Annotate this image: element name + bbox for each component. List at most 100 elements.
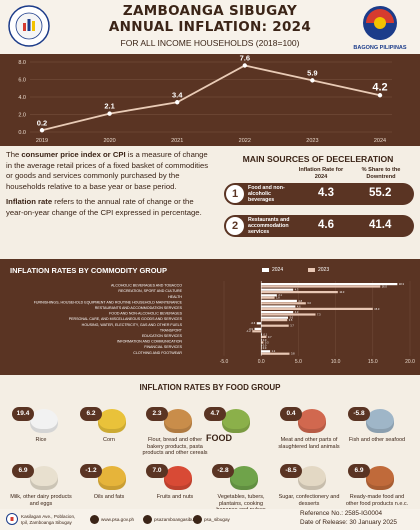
data-point (310, 78, 315, 83)
food-group-item: 7.0 Fruits and nuts (142, 462, 208, 514)
y-tick-label: 4.0 (18, 95, 26, 101)
category-label: HOUSING, WATER, ELECTRICITY, GAS AND OTH… (82, 323, 183, 327)
food-group-label: Flour, bread and other bakery products, … (142, 437, 208, 456)
bar-2023 (261, 324, 289, 327)
data-label: 3.4 (172, 90, 183, 99)
y-tick-label: 8.0 (18, 60, 26, 66)
food-inflation-value: 6.2 (80, 407, 102, 421)
legend-2024: 2024 (262, 267, 283, 273)
bread-icon (164, 409, 192, 433)
food-center-label: FOOD (206, 433, 232, 443)
fruit-icon (164, 466, 192, 490)
food-group-item: 0.4 Meat and other parts of slaughtered l… (276, 405, 342, 457)
food-inflation-value: 6.9 (348, 464, 370, 478)
bar-value-label: 0.0 (263, 344, 267, 348)
category-label: RESTAURANTS AND ACCOMMODATION SERVICES (95, 306, 183, 310)
food-group-item: 4.7 (200, 405, 266, 457)
bar-2024 (261, 283, 398, 286)
share-value: 55.2 (369, 187, 392, 199)
category-label: EDUCATION SERVICES (142, 334, 183, 338)
x-tick-label: -5.0 (220, 359, 229, 365)
bar-value-label: -1.2 (246, 329, 251, 333)
data-label: 4.2 (372, 81, 387, 93)
footer-x-handle[interactable]: psa_sibugay (204, 517, 230, 522)
x-tick-label: 0.0 (258, 359, 265, 365)
category-label: TRANSPORT (160, 328, 183, 332)
bar-2023 (261, 285, 381, 288)
bar-value-label: 0.1 (263, 332, 267, 336)
reference-number: Reference No.: 2585-IG0004 (300, 510, 383, 517)
bar-2024 (261, 299, 297, 302)
bar-value-label: 3.7 (290, 324, 294, 328)
bar-value-label: 4.3 (295, 288, 299, 292)
bar-2024 (261, 350, 271, 353)
title-line-2: ANNUAL INFLATION: 2024 (108, 19, 312, 35)
category-label: FURNISHINGS, HOUSEHOLD EQUIPMENT AND ROU… (34, 300, 183, 304)
data-point (242, 63, 247, 68)
food-group-item: -2.8 Vegetables, tubers, plantains, cooki… (208, 462, 274, 514)
annual-inflation-trend-chart: 0.0 2.0 4.0 6.0 8.0 0.2 2019 2.1 2020 3.4 2021 7.6 2… (0, 54, 420, 146)
definitions: The consumer price index or CPI is a mea… (6, 150, 212, 224)
food-group-label: Corn (103, 437, 115, 443)
bar-value-label: 3.8 (291, 352, 295, 356)
bar-value-label: 7.3 (317, 312, 321, 316)
food-inflation-value: 4.7 (204, 407, 226, 421)
oil-icon (98, 466, 126, 490)
rate-column-header: Inflation Rate for 2024 (298, 167, 344, 180)
rice-icon (30, 409, 58, 433)
commodity-chart-title: INFLATION RATES BY COMMODITY GROUP (10, 266, 167, 275)
food-group-label: Sugar, confectionery and desserts (278, 494, 340, 507)
data-label: 7.6 (240, 54, 250, 63)
veg-icon (230, 466, 258, 490)
food-inflation-value: -2.8 (212, 464, 234, 478)
cpi-term: consumer price index or CPI (21, 150, 126, 159)
food-group-item: 2.3 Flour, bread and other bakery product… (142, 405, 208, 457)
share-value: 41.4 (369, 219, 392, 231)
data-label: 0.2 (37, 118, 47, 127)
food-inflation-value: -5.8 (348, 407, 370, 421)
category-label: FINANCIAL SERVICES (144, 345, 182, 349)
food-group-label: Fruits and nuts (156, 494, 194, 500)
food-group-item: -8.5 Sugar, confectionery and desserts (276, 462, 342, 514)
bar-value-label: -0.9 (249, 327, 254, 331)
bar-2023 (261, 319, 288, 322)
food-group-label: Ready-made food and other food products … (345, 494, 409, 507)
bar-value-label: 6.0 (307, 301, 311, 305)
readymade-icon (366, 466, 394, 490)
footer-facebook[interactable]: psazamboangasibugay (154, 517, 202, 522)
data-label: 2.1 (104, 102, 114, 111)
bar-2024 (261, 339, 262, 342)
x-tick-label: 2020 (103, 138, 115, 144)
bar-value-label: 3.6 (289, 316, 293, 320)
bar-2023 (261, 291, 338, 294)
vegetables-icon (222, 409, 250, 433)
meat-icon (298, 409, 326, 433)
food-inflation-value: 6.9 (12, 464, 34, 478)
bar-2023 (261, 313, 316, 316)
commodity-bar-chart: -5.0 0.0 5.0 10.0 15.0 20.0 ALCOHOLIC BEVERAGE… (34, 281, 415, 365)
food-group-item: 19.4 Rice (8, 405, 74, 457)
data-point (377, 93, 383, 98)
title-line-1: ZAMBOANGA SIBUGAY (122, 3, 298, 19)
bar-2023 (261, 302, 306, 305)
commodity-group-panel: INFLATION RATES BY COMMODITY GROUP 2024 … (0, 259, 420, 375)
bar-value-label: 0.0 (263, 346, 267, 350)
cpi-definition: The consumer price index or CPI is a mea… (6, 150, 209, 191)
category-label: ALCOHOLIC BEVERAGES AND TOBACCO (111, 284, 182, 288)
data-point (39, 128, 45, 133)
footer-website[interactable]: www.psa.gov.ph (101, 517, 135, 522)
psa-logo-icon (8, 5, 50, 47)
x-tick-label: 2021 (171, 138, 183, 144)
bagong-pilipinas-label: BAGONG PILIPINAS (353, 45, 407, 51)
bar-2024 (256, 322, 262, 325)
food-group-item: -1.2 Oils and fats (76, 462, 142, 514)
bar-value-label: 4.6 (297, 304, 301, 308)
bar-2024 (261, 316, 288, 319)
food-inflation-value: -8.5 (280, 464, 302, 478)
footer: Kasilagan Ave., Poblacion, Ipil, Zamboan… (0, 509, 420, 530)
food-group-item: -5.8 Fish and other seafood (344, 405, 410, 457)
facebook-icon (143, 515, 152, 524)
food-inflation-value: 7.0 (146, 464, 168, 478)
legend-2023: 2023 (308, 267, 329, 273)
x-tick-label: 10.0 (331, 359, 341, 365)
